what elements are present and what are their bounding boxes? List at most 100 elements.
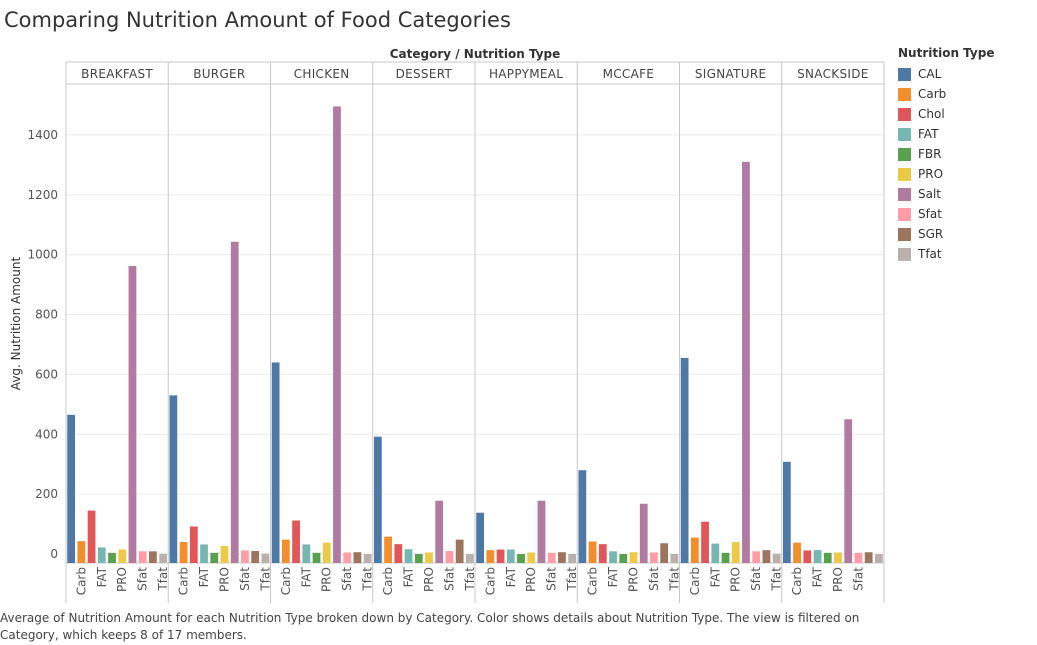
bar-mccafe-sfat	[650, 552, 658, 563]
bar-snackside-sgr	[864, 552, 873, 563]
bar-snackside-fbr	[823, 552, 832, 563]
x-tick-label: Carb	[381, 567, 395, 595]
legend-item-tfat[interactable]: Tfat	[898, 244, 1033, 264]
legend-item-fat[interactable]: FAT	[898, 124, 1033, 144]
x-tick-label: FAT	[606, 566, 620, 587]
bar-dessert-sgr	[455, 539, 464, 563]
legend-swatch	[898, 67, 911, 81]
legend: Nutrition Type CAL Carb Chol FAT FBR PRO Salt S…	[898, 46, 1033, 264]
bar-breakfast-fbr	[108, 552, 116, 563]
bar-snackside-tfat	[875, 554, 883, 563]
bar-happymeal-sgr	[558, 552, 566, 563]
panel-header-breakfast: BREAKFAST	[81, 67, 153, 81]
panel-header-happymeal: HAPPYMEAL	[489, 67, 563, 81]
bar-happymeal-salt	[537, 500, 546, 563]
bar-dessert-tfat	[466, 554, 474, 563]
bar-dessert-sfat	[445, 551, 454, 563]
x-tick-label: Sfat	[749, 567, 763, 591]
bar-breakfast-chol	[87, 510, 96, 563]
x-tick-label: Tfat	[770, 567, 784, 592]
panel-header-chicken: CHICKEN	[294, 67, 350, 81]
legend-label: Sfat	[918, 207, 942, 221]
bar-burger-carb	[179, 542, 188, 563]
bar-dessert-pro	[425, 552, 433, 563]
bar-happymeal-carb	[486, 550, 495, 563]
x-tick-label: FAT	[708, 566, 722, 587]
y-tick-label: 400	[35, 427, 58, 441]
bar-mccafe-carb	[588, 541, 597, 563]
legend-item-fbr[interactable]: FBR	[898, 144, 1033, 164]
y-tick-label: 800	[35, 308, 58, 322]
panel-header-dessert: DESSERT	[396, 67, 453, 81]
bar-breakfast-tfat	[159, 553, 168, 563]
bar-breakfast-fat	[97, 547, 106, 563]
legend-item-pro[interactable]: PRO	[898, 164, 1033, 184]
bar-happymeal-fat	[506, 549, 515, 563]
y-axis-label: Avg. Nutrition Amount	[9, 257, 23, 391]
x-tick-label: Sfat	[238, 567, 252, 591]
x-tick-label: Tfat	[258, 567, 272, 592]
x-tick-label: PRO	[626, 567, 640, 592]
legend-item-sfat[interactable]: Sfat	[898, 204, 1033, 224]
x-tick-label: Sfat	[545, 567, 559, 591]
bar-snackside-carb	[793, 542, 801, 563]
bar-burger-fat	[200, 544, 208, 563]
legend-swatch	[898, 167, 911, 181]
bar-signature-cal	[680, 357, 689, 563]
x-tick-label: Tfat	[565, 567, 579, 592]
bar-happymeal-chol	[496, 549, 505, 563]
bar-breakfast-salt	[128, 266, 137, 563]
legend-item-salt[interactable]: Salt	[898, 184, 1033, 204]
page-title: Comparing Nutrition Amount of Food Categ…	[4, 8, 511, 32]
legend-label: SGR	[918, 227, 944, 241]
x-tick-label: Tfat	[667, 567, 681, 592]
legend-label: FAT	[918, 127, 939, 141]
legend-item-chol[interactable]: Chol	[898, 104, 1033, 124]
legend-swatch	[898, 147, 911, 161]
bar-snackside-fat	[813, 550, 822, 563]
x-tick-label: FAT	[811, 566, 825, 587]
legend-label: CAL	[918, 67, 942, 81]
x-tick-label: Carb	[279, 567, 293, 595]
legend-item-cal[interactable]: CAL	[898, 64, 1033, 84]
x-tick-label: PRO	[729, 567, 743, 592]
bar-signature-chol	[701, 521, 709, 563]
bar-burger-sgr	[251, 551, 260, 563]
bar-breakfast-carb	[77, 541, 86, 563]
bar-dessert-chol	[394, 544, 403, 563]
bar-signature-sgr	[762, 550, 771, 563]
legend-swatch	[898, 87, 911, 101]
legend-label: FBR	[918, 147, 942, 161]
bar-breakfast-pro	[118, 549, 127, 563]
panel-header-signature: SIGNATURE	[695, 67, 766, 81]
x-tick-label: PRO	[831, 567, 845, 592]
legend-label: Tfat	[918, 247, 942, 261]
bar-burger-pro	[220, 545, 229, 563]
x-tick-label: Tfat	[463, 567, 477, 592]
bar-chicken-carb	[281, 539, 290, 563]
bar-mccafe-chol	[598, 544, 607, 563]
legend-item-carb[interactable]: Carb	[898, 84, 1033, 104]
panel-header-mccafe: MCCAFE	[603, 67, 655, 81]
bar-dessert-fat	[404, 549, 413, 563]
bar-burger-cal	[169, 395, 178, 563]
bar-chicken-chol	[292, 520, 300, 563]
y-tick-label: 600	[35, 367, 58, 381]
legend-item-sgr[interactable]: SGR	[898, 224, 1033, 244]
bar-breakfast-sgr	[149, 551, 157, 563]
legend-items: CAL Carb Chol FAT FBR PRO Salt Sfat SGR Tfat	[898, 64, 1033, 264]
x-tick-label: Carb	[586, 567, 600, 595]
bar-breakfast-sfat	[138, 551, 147, 563]
bar-burger-fbr	[210, 552, 219, 563]
y-tick-label: 1200	[27, 188, 58, 202]
x-tick-label: FAT	[95, 566, 109, 587]
x-tick-label: PRO	[524, 567, 538, 592]
bar-dessert-fbr	[414, 554, 423, 563]
panel-header-snackside: SNACKSIDE	[797, 67, 869, 81]
x-tick-label: PRO	[217, 567, 231, 592]
x-tick-label: Sfat	[647, 567, 661, 591]
bar-burger-chol	[189, 526, 198, 563]
bar-chicken-tfat	[363, 554, 372, 563]
bar-signature-fbr	[721, 552, 730, 563]
